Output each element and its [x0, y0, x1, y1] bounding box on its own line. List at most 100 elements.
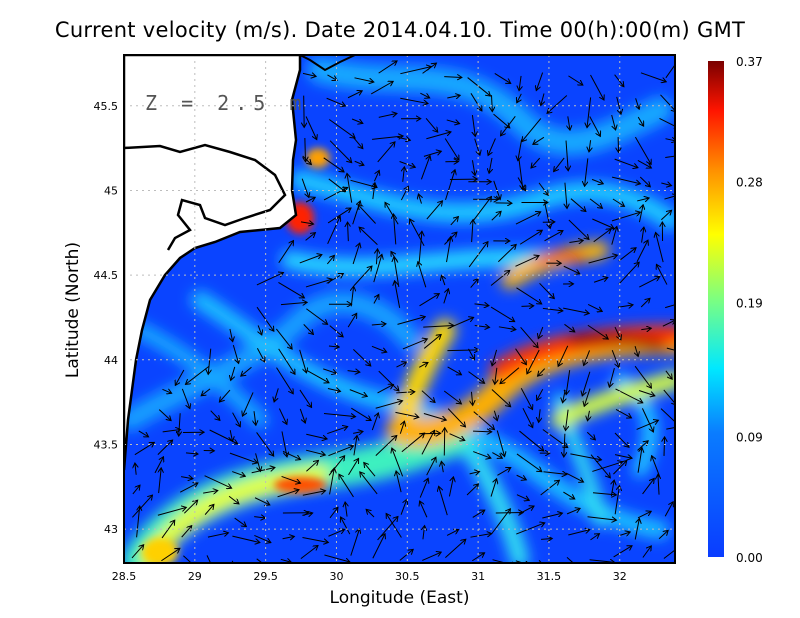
velocity-arrow	[474, 138, 480, 156]
velocity-arrow	[521, 306, 533, 307]
velocity-arrow	[329, 468, 335, 495]
x-tick-label: 31	[471, 570, 485, 583]
velocity-arrow	[207, 533, 228, 538]
velocity-arrow	[447, 317, 474, 330]
velocity-arrow	[181, 526, 192, 538]
velocity-arrow	[232, 535, 259, 542]
velocity-arrow	[219, 389, 231, 402]
velocity-arrow	[642, 546, 651, 558]
velocity-arrow	[589, 560, 615, 563]
colorbar-tick-label: 0.37	[736, 55, 763, 69]
velocity-arrow	[372, 534, 385, 559]
velocity-arrow	[299, 255, 322, 264]
velocity-arrow	[395, 411, 418, 417]
velocity-arrow	[280, 302, 307, 304]
velocity-arrow	[642, 478, 655, 495]
velocity-arrow	[663, 549, 675, 559]
coast-north	[299, 55, 356, 72]
velocity-arrow	[493, 113, 510, 128]
velocity-arrow	[353, 431, 363, 433]
velocity-arrow	[664, 437, 665, 456]
velocity-arrow	[641, 408, 653, 432]
velocity-arrow	[518, 139, 523, 160]
velocity-arrow	[185, 366, 210, 384]
velocity-arrow	[449, 433, 465, 441]
velocity-arrow	[303, 324, 314, 334]
velocity-arrow	[204, 504, 214, 515]
velocity-arrow	[637, 448, 642, 473]
velocity-arrow	[471, 391, 472, 406]
velocity-arrow	[397, 137, 410, 140]
velocity-arrow	[639, 277, 660, 288]
velocity-arrow	[443, 390, 461, 404]
velocity-arrow	[495, 367, 497, 384]
velocity-arrow	[161, 520, 175, 539]
velocity-arrow	[565, 472, 583, 482]
velocity-arrow	[351, 286, 353, 307]
velocity-arrow	[203, 491, 218, 494]
velocity-arrow	[426, 457, 436, 476]
velocity-arrow	[134, 442, 155, 456]
velocity-arrow	[396, 362, 406, 368]
velocity-arrow	[472, 197, 491, 221]
velocity-arrow	[258, 325, 262, 335]
velocity-arrow	[306, 460, 318, 472]
velocity-arrow	[516, 453, 542, 472]
velocity-arrow	[538, 368, 546, 377]
velocity-arrow	[498, 327, 516, 330]
velocity-arrow	[420, 156, 430, 180]
velocity-arrow	[527, 349, 540, 374]
velocity-arrow	[472, 220, 473, 243]
velocity-arrow	[396, 471, 402, 493]
velocity-arrow	[615, 408, 631, 417]
velocity-arrow	[570, 453, 601, 460]
velocity-arrow	[447, 408, 465, 427]
velocity-arrow	[589, 140, 591, 152]
velocity-arrow	[490, 479, 497, 497]
velocity-arrow	[638, 390, 655, 396]
velocity-arrow	[586, 431, 595, 440]
chart-title: Current velocity (m/s). Date 2014.04.10.…	[54, 18, 746, 42]
velocity-arrow	[274, 388, 279, 402]
velocity-arrow	[636, 240, 648, 263]
x-tick-label: 32	[613, 570, 627, 583]
velocity-arrow	[501, 116, 516, 136]
velocity-arrow	[354, 436, 357, 456]
velocity-arrow	[352, 243, 360, 265]
velocity-arrow	[497, 244, 516, 263]
velocity-arrow	[306, 370, 329, 382]
velocity-arrow	[439, 486, 448, 516]
velocity-arrow	[400, 97, 428, 103]
velocity-arrow	[329, 140, 352, 163]
velocity-arrow	[537, 388, 544, 400]
velocity-arrow	[541, 93, 544, 106]
colorbar-tick-label: 0.00	[736, 551, 763, 565]
velocity-arrow	[375, 435, 397, 457]
velocity-arrow	[158, 409, 171, 421]
velocity-arrow	[592, 493, 616, 495]
velocity-arrow	[613, 461, 626, 475]
velocity-arrow	[232, 471, 245, 477]
velocity-arrow	[611, 226, 617, 245]
velocity-arrow	[326, 97, 346, 106]
velocity-arrow	[378, 113, 397, 118]
velocity-arrow	[659, 118, 675, 128]
velocity-arrow	[563, 491, 574, 499]
velocity-arrow	[206, 555, 212, 563]
velocity-arrow	[593, 229, 611, 243]
velocity-arrow	[519, 430, 543, 451]
velocity-arrow	[540, 480, 560, 496]
velocity-arrow	[230, 328, 233, 342]
velocity-arrow	[641, 328, 651, 329]
velocity-arrow	[538, 326, 544, 339]
velocity-arrow	[400, 499, 407, 515]
velocity-arrow	[664, 502, 673, 517]
velocity-arrow	[611, 212, 641, 222]
velocity-arrow	[613, 546, 632, 558]
velocity-arrow	[589, 198, 602, 208]
velocity-arrow	[353, 137, 362, 148]
y-tick-label: 43.5	[94, 438, 119, 451]
velocity-arrow	[323, 368, 337, 374]
velocity-arrow	[210, 410, 220, 421]
